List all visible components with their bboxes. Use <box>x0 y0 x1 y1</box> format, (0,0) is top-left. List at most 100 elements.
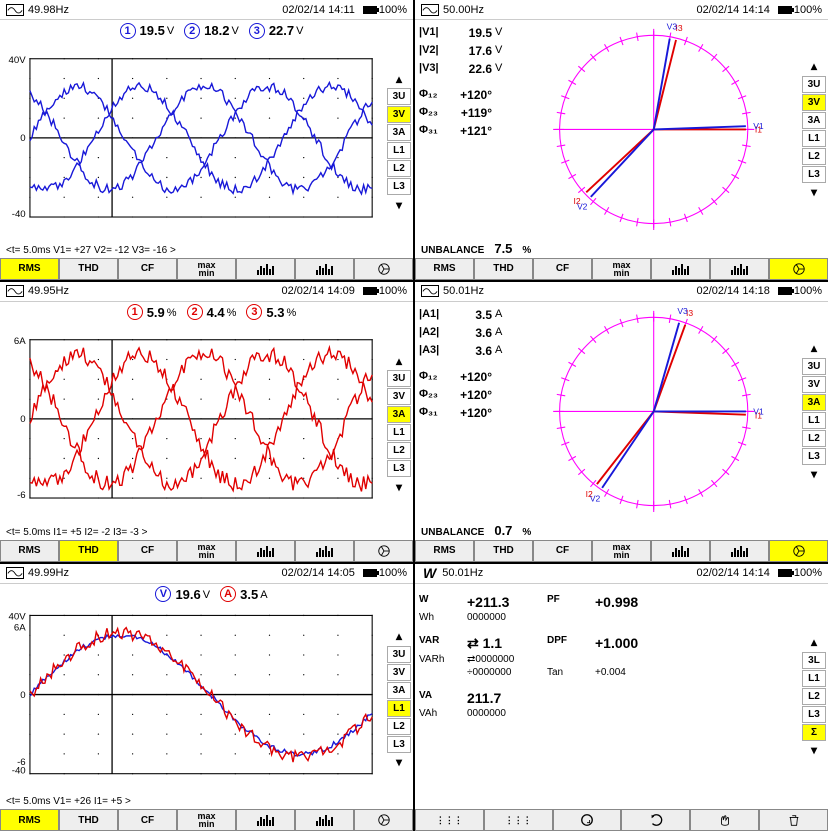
tab-maxmin[interactable]: maxmin <box>177 809 236 831</box>
mode-option-3U[interactable]: 3U <box>387 370 411 387</box>
mode-option-L3[interactable]: L3 <box>387 736 411 753</box>
mode-option-L1[interactable]: L1 <box>387 424 411 441</box>
mode-option-L3[interactable]: L3 <box>387 178 411 195</box>
mode-option-3A[interactable]: 3A <box>802 394 826 411</box>
mode-option-L3[interactable]: L3 <box>802 166 826 183</box>
selector-down-icon[interactable]: ▾ <box>385 478 413 496</box>
selector-down-icon[interactable]: ▾ <box>385 196 413 214</box>
power-label: Tan <box>547 667 595 678</box>
selector-down-icon[interactable]: ▾ <box>385 753 413 771</box>
mode-option-L1[interactable]: L1 <box>387 700 411 717</box>
tab-bars2[interactable] <box>710 258 769 280</box>
mode-option-L1[interactable]: L1 <box>802 412 826 429</box>
selector-down-icon[interactable]: ▾ <box>800 465 828 483</box>
tab-phasor[interactable] <box>769 540 828 562</box>
tab-phasor[interactable] <box>769 258 828 280</box>
mode-option-L2[interactable]: L2 <box>387 718 411 735</box>
mode-option-3U[interactable]: 3U <box>802 358 826 375</box>
tab-bars2[interactable] <box>295 540 354 562</box>
tab-...[interactable]: ⋮⋮⋮ <box>415 809 484 831</box>
tab-bars2[interactable] <box>295 258 354 280</box>
tab-maxmin[interactable]: maxmin <box>177 540 236 562</box>
tab-phasor[interactable] <box>354 809 413 831</box>
tab-phasor[interactable] <box>354 540 413 562</box>
mode-option-3A[interactable]: 3A <box>802 112 826 129</box>
tab-RMS[interactable]: RMS <box>0 540 59 562</box>
mode-option-L2[interactable]: L2 <box>802 430 826 447</box>
tab-bars2[interactable] <box>710 540 769 562</box>
tab-THD[interactable]: THD <box>59 809 118 831</box>
mode-option-Σ[interactable]: Σ <box>802 724 826 741</box>
power-label: VARh <box>419 654 467 665</box>
tab-trash[interactable] <box>759 809 828 831</box>
tab-bars2[interactable] <box>295 809 354 831</box>
selector-up-icon[interactable]: ▴ <box>800 57 828 75</box>
mode-option-3U[interactable]: 3U <box>387 88 411 105</box>
tab-bars1[interactable] <box>651 540 710 562</box>
mode-option-L1[interactable]: L1 <box>802 130 826 147</box>
tab-C[interactable] <box>621 809 690 831</box>
channel-value: 5.9 <box>147 305 165 320</box>
mode-option-L2[interactable]: L2 <box>802 688 826 705</box>
mode-option-3A[interactable]: 3A <box>387 406 411 423</box>
mode-option-L2[interactable]: L2 <box>802 148 826 165</box>
mode-option-3V[interactable]: 3V <box>387 106 411 123</box>
selector-up-icon[interactable]: ▴ <box>385 70 413 88</box>
selector-up-icon[interactable]: ▴ <box>800 633 828 651</box>
tab-THD[interactable]: THD <box>474 540 533 562</box>
tab-hand[interactable] <box>690 809 759 831</box>
selector-up-icon[interactable]: ▴ <box>385 352 413 370</box>
tab-RMS[interactable]: RMS <box>415 540 474 562</box>
tab-CF[interactable]: CF <box>533 258 592 280</box>
tab-maxmin[interactable]: maxmin <box>177 258 236 280</box>
tab-...[interactable]: ⋮⋮⋮ <box>484 809 553 831</box>
tab-THD[interactable]: THD <box>59 540 118 562</box>
selector-up-icon[interactable]: ▴ <box>385 627 413 645</box>
power-label: W <box>419 594 467 610</box>
tab-THD[interactable]: THD <box>474 258 533 280</box>
mode-option-3V[interactable]: 3V <box>802 94 826 111</box>
tab-CF[interactable]: CF <box>118 258 177 280</box>
tab-bars1[interactable] <box>651 258 710 280</box>
mode-option-3V[interactable]: 3V <box>387 664 411 681</box>
mode-option-L1[interactable]: L1 <box>802 670 826 687</box>
power-value: +1.000 <box>595 635 665 652</box>
mode-option-3A[interactable]: 3A <box>387 124 411 141</box>
tab-bars1[interactable] <box>236 540 295 562</box>
mode-option-L1[interactable]: L1 <box>387 142 411 159</box>
mode-option-3A[interactable]: 3A <box>387 682 411 699</box>
selector-down-icon[interactable]: ▾ <box>800 183 828 201</box>
power-value: +211.3 <box>467 594 547 610</box>
selector-up-icon[interactable]: ▴ <box>800 339 828 357</box>
mode-option-3U[interactable]: 3U <box>387 646 411 663</box>
mode-option-3U[interactable]: 3U <box>802 76 826 93</box>
mode-option-L3[interactable]: L3 <box>387 460 411 477</box>
tab-RMS[interactable]: RMS <box>415 258 474 280</box>
function-tabs: RMSTHDCFmaxmin <box>0 540 413 562</box>
tab-RMS[interactable]: RMS <box>0 258 59 280</box>
selector-down-icon[interactable]: ▾ <box>800 741 828 759</box>
mode-option-L3[interactable]: L3 <box>802 706 826 723</box>
mode-option-L3[interactable]: L3 <box>802 448 826 465</box>
chart-area: W+211.3PF+0.998Wh0000000VAR⇄ 1.1DPF+1.00… <box>415 584 800 809</box>
tab-phasor[interactable] <box>354 258 413 280</box>
tab-CF[interactable]: CF <box>533 540 592 562</box>
mode-option-3L[interactable]: 3L <box>802 652 826 669</box>
tab-maxmin[interactable]: maxmin <box>592 540 651 562</box>
tab-RMS[interactable]: RMS <box>0 809 59 831</box>
tab-bars1[interactable] <box>236 258 295 280</box>
panel-4: 49.99Hz 02/02/14 14:05 100%V19.6VA3.5A40… <box>0 564 413 831</box>
tab-CF[interactable]: CF <box>118 809 177 831</box>
mode-option-L2[interactable]: L2 <box>387 160 411 177</box>
tab-CF[interactable]: CF <box>118 540 177 562</box>
tab-G[interactable] <box>553 809 622 831</box>
panel-2: 49.95Hz 02/02/14 14:09 100%15.9%24.4%35.… <box>0 282 413 562</box>
tab-bars1[interactable] <box>236 809 295 831</box>
power-value <box>595 708 665 719</box>
mode-option-L2[interactable]: L2 <box>387 442 411 459</box>
tab-THD[interactable]: THD <box>59 258 118 280</box>
tab-maxmin[interactable]: maxmin <box>592 258 651 280</box>
datetime-display: 02/02/14 14:05 <box>281 567 354 579</box>
mode-option-3V[interactable]: 3V <box>387 388 411 405</box>
mode-option-3V[interactable]: 3V <box>802 376 826 393</box>
